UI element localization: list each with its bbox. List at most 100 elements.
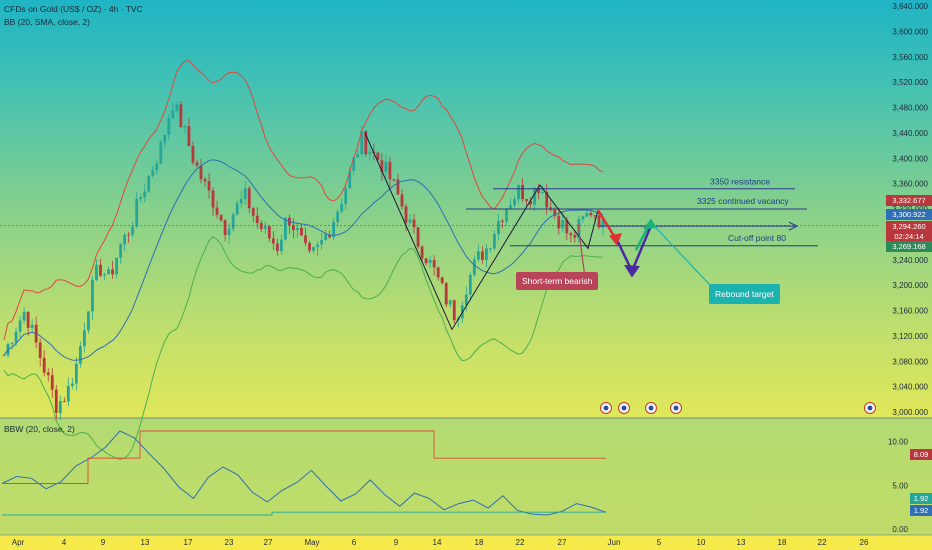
time-tick-label: 9 (101, 538, 106, 547)
candle-body (243, 188, 247, 199)
price-tick-label: 3,440.000 (892, 129, 928, 138)
candle-body (384, 161, 388, 172)
bbw-tick-label: 5.00 (892, 481, 908, 490)
trend-line-recent (539, 184, 599, 250)
candle-body (30, 324, 34, 328)
candle-body (107, 269, 110, 275)
time-tick-label: 26 (860, 538, 869, 547)
candle-body (155, 163, 159, 171)
candle-body (159, 142, 163, 164)
candle-body (255, 215, 259, 224)
candle-body (239, 198, 243, 204)
candle-body (533, 187, 537, 205)
rebound-arrow-head (643, 218, 657, 230)
candle-body (356, 154, 360, 158)
candle-body (388, 161, 392, 180)
candle-body (332, 222, 336, 238)
candle-body (364, 131, 368, 155)
candle-body (308, 243, 311, 251)
candle-body (336, 211, 340, 223)
candle-body (74, 363, 78, 384)
price-tick-label: 3,360.000 (892, 180, 928, 189)
bbw-tag-upper: 8.09 (910, 449, 932, 460)
candle-body (501, 220, 504, 222)
candle-body (292, 225, 295, 231)
candle-body (143, 191, 147, 198)
candle-body (147, 175, 151, 192)
candle-body (300, 227, 303, 236)
candle-body (400, 194, 404, 207)
resistance-annotation: 3350 resistance (710, 177, 770, 187)
candle-body (493, 234, 496, 249)
candle-body (553, 209, 557, 216)
candle-body (267, 226, 271, 239)
candle-body (123, 234, 127, 245)
candle-body (135, 198, 139, 227)
bearish-connector (577, 224, 586, 278)
price-tick-label: 3,080.000 (892, 357, 928, 366)
candle-body (26, 312, 30, 328)
candle-body (565, 220, 569, 234)
event-flag-icon-dot (867, 405, 873, 411)
price-tick-label: 3,160.000 (892, 307, 928, 316)
candle-body (396, 179, 400, 195)
candle-body (2, 355, 6, 357)
candle-body (167, 118, 171, 135)
price-tick-label: 3,000.000 (892, 408, 928, 417)
bb-basis-line (3, 159, 604, 361)
candle-body (296, 227, 299, 231)
event-flag-icon-dot (621, 405, 627, 411)
candle-body (320, 240, 323, 245)
price-tick-label: 3,120.000 (892, 332, 928, 341)
candle-body (416, 227, 420, 247)
price-tag-timer: 02:24:14 (886, 231, 932, 242)
candle-body (83, 330, 86, 347)
candle-body (521, 184, 524, 200)
candle-body (324, 234, 328, 241)
candle-body (312, 247, 315, 251)
candle-body (219, 214, 223, 221)
candle-body (203, 179, 207, 182)
candle-body (404, 206, 408, 223)
time-tick-label: 27 (264, 538, 273, 547)
candle-body (187, 126, 191, 147)
trend-line-up (451, 184, 541, 330)
time-tick-label: 14 (433, 538, 442, 547)
time-tick-label: 5 (657, 538, 662, 547)
price-tag-high: 3,332.677 (886, 195, 932, 206)
candle-body (316, 244, 319, 248)
candle-body (412, 219, 416, 228)
candle-body (448, 300, 452, 305)
candle-body (597, 215, 601, 228)
cutoff-annotation: Cut-off point 80 (728, 233, 786, 243)
candle-body (513, 199, 516, 206)
candle-body (561, 220, 565, 229)
time-tick-label: 27 (558, 538, 567, 547)
candle-body (557, 215, 561, 229)
candle-body (58, 401, 62, 413)
candle-body (581, 216, 585, 220)
bb-upper-band (3, 60, 604, 341)
time-tick-label: 23 (225, 538, 234, 547)
candle-body (340, 203, 344, 212)
price-tick-label: 3,600.000 (892, 27, 928, 36)
candle-body (263, 226, 267, 229)
candle-body (54, 389, 58, 413)
candle-body (259, 223, 263, 229)
candle-body (444, 283, 448, 305)
price-tick-label: 3,520.000 (892, 78, 928, 87)
candle-body (119, 244, 122, 258)
price-tag-last: 3,294.260 (886, 221, 932, 232)
candle-body (368, 152, 372, 155)
candle-body (175, 104, 179, 111)
bbw-tag-b: 1.92 (910, 505, 932, 516)
candle-body (62, 401, 66, 403)
time-tick-label: 10 (697, 538, 706, 547)
candle-body (131, 226, 135, 235)
candle-body (271, 238, 275, 244)
time-tick-label: 18 (475, 538, 484, 547)
bbw-lowest-line (2, 511, 606, 516)
candle-body (541, 192, 545, 194)
candle-body (195, 162, 199, 166)
